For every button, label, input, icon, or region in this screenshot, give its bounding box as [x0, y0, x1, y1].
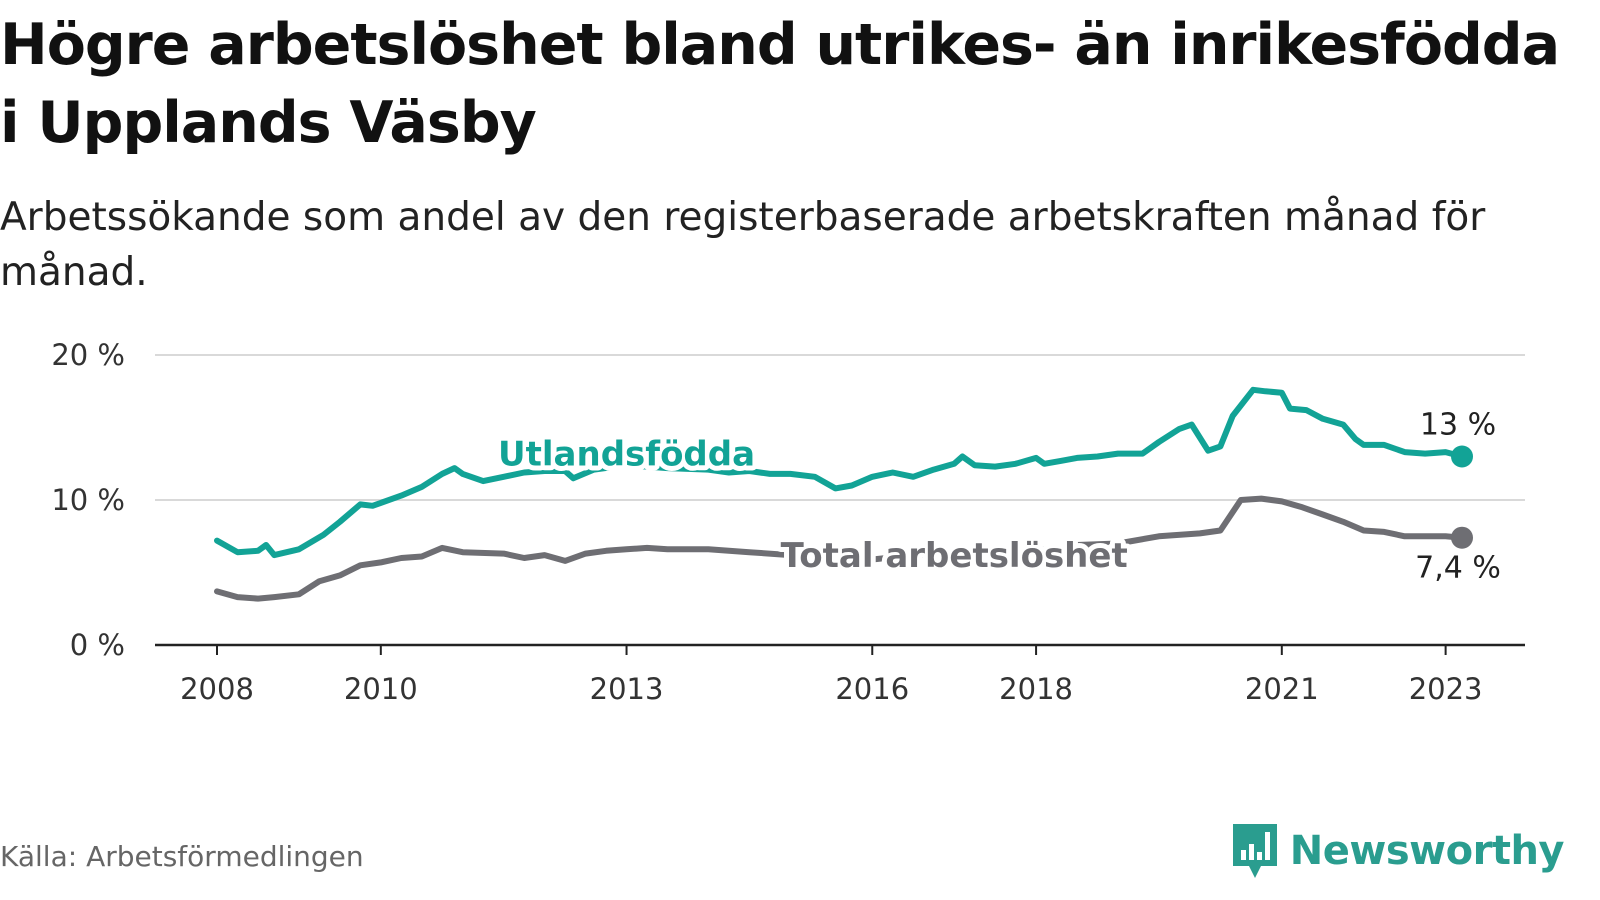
series-line-utlandsfodda: [214, 386, 1465, 559]
y-tick-label: 0 %: [70, 628, 125, 662]
end-value-label-utlandsfodda: 13 %: [1420, 408, 1496, 443]
x-tick-label: 2010: [344, 672, 418, 706]
gridlines: [155, 354, 1525, 647]
brand-logo: Newsworthy: [1230, 822, 1565, 880]
chart-title: Högre arbetslöshet bland utrikes- än inr…: [0, 12, 1560, 156]
x-tick-label: 2008: [180, 672, 254, 706]
series-name-label-utlandsfodda: Utlandsfödda: [498, 435, 755, 475]
x-tick-label: 2021: [1245, 672, 1319, 706]
series-name-label-total: Total arbetslöshet: [781, 536, 1128, 576]
source-note: Källa: Arbetsförmedlingen: [0, 840, 364, 873]
x-axis-ticks: 2008 2010 2013 2016 2018 2021 2023: [180, 645, 1483, 706]
line-chart: 0 % 10 % 20 % 2008 2010 2013 2016 2018 2021 2023…: [51, 338, 1525, 706]
y-tick-label: 10 %: [51, 483, 125, 517]
newsworthy-logo-icon: [1232, 824, 1277, 878]
x-tick-label: 2018: [999, 672, 1073, 706]
x-tick-label: 2016: [835, 672, 909, 706]
y-axis-ticks: 0 % 10 % 20 %: [51, 338, 125, 662]
x-tick-label: 2013: [590, 672, 664, 706]
series-line-total: [214, 495, 1465, 602]
series-labels: 13 % 7,4 % Utlandsfödda Total arbetslöshet: [493, 408, 1501, 586]
x-tick-label: 2023: [1409, 672, 1483, 706]
y-tick-label: 20 %: [51, 338, 125, 372]
end-value-label-total: 7,4 %: [1415, 551, 1501, 586]
brand-name: Newsworthy: [1289, 828, 1565, 874]
series-lines: [214, 386, 1473, 602]
end-point-total: [1451, 526, 1473, 549]
chart-subtitle: Arbetssökande som andel av den registerb…: [0, 195, 1486, 295]
end-point-utlandsfodda: [1451, 445, 1473, 468]
